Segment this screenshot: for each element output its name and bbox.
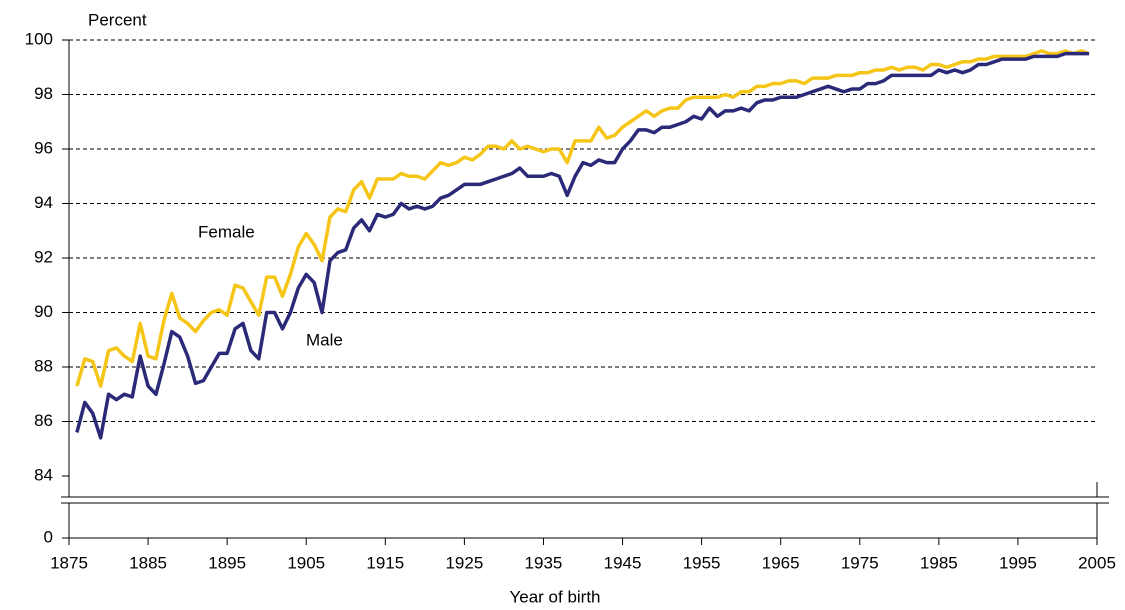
- x-tick-label: 1975: [841, 553, 879, 572]
- y-tick-label: 84: [34, 465, 53, 484]
- y-tick-label: 86: [34, 411, 53, 430]
- y-tick-label: 90: [34, 302, 53, 321]
- y-tick-label: 92: [34, 247, 53, 266]
- x-tick-label: 1965: [762, 553, 800, 572]
- series-label: Male: [306, 330, 343, 349]
- x-tick-label: 1995: [999, 553, 1037, 572]
- x-tick-label: 1935: [525, 553, 563, 572]
- y-tick-label: 96: [34, 138, 53, 157]
- x-tick-label: 1905: [287, 553, 325, 572]
- x-tick-label: 1925: [445, 553, 483, 572]
- x-tick-label: 2005: [1078, 553, 1116, 572]
- y-axis-label: Percent: [88, 10, 147, 29]
- x-tick-label: 1875: [50, 553, 88, 572]
- x-tick-label: 1945: [604, 553, 642, 572]
- series-line: [75, 49, 1090, 388]
- y-tick-label: 98: [34, 84, 53, 103]
- series-label: Female: [198, 222, 255, 241]
- series-line: [75, 51, 1090, 440]
- y-tick-label: 88: [34, 356, 53, 375]
- y-tick-label: 94: [34, 193, 53, 212]
- x-tick-label: 1985: [920, 553, 958, 572]
- x-tick-label: 1895: [208, 553, 246, 572]
- x-axis-label: Year of birth: [509, 587, 600, 606]
- x-tick-label: 1955: [683, 553, 721, 572]
- y-tick-label: 0: [44, 527, 53, 546]
- x-tick-label: 1885: [129, 553, 167, 572]
- y-tick-label: 100: [25, 29, 53, 48]
- x-tick-label: 1915: [366, 553, 404, 572]
